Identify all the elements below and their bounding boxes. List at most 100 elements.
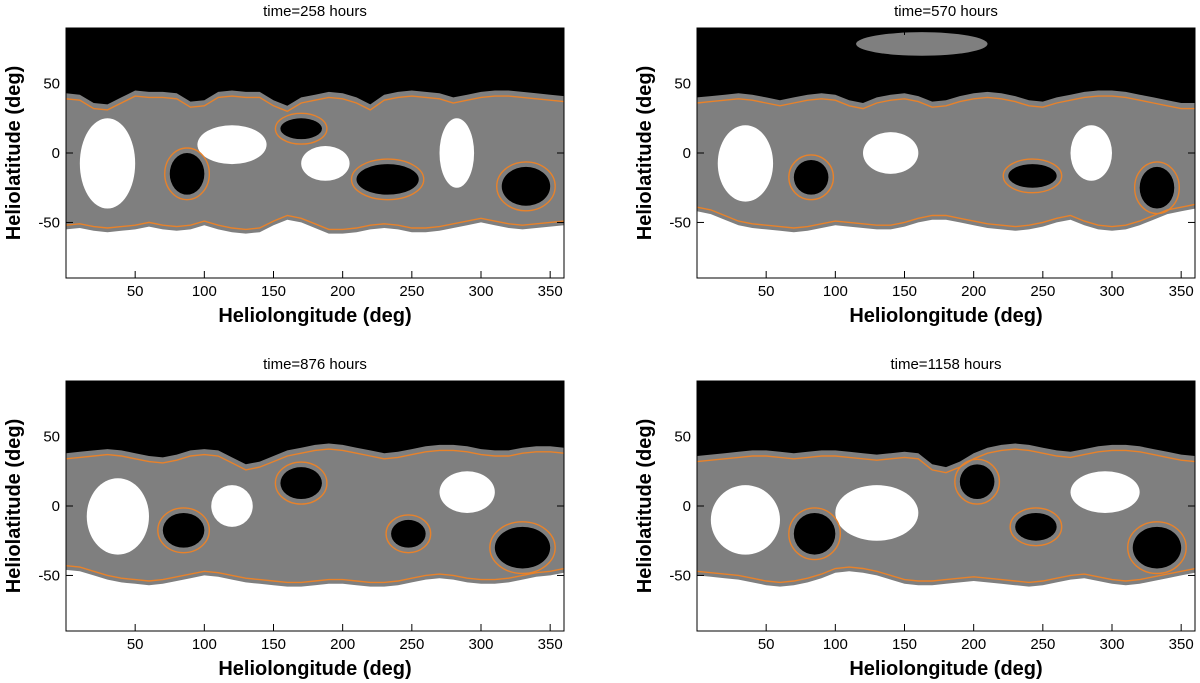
island-contour-line	[788, 154, 835, 201]
y-tick-label: 0	[52, 498, 60, 515]
north-contour-line	[697, 95, 1195, 110]
polar-gray-cap	[856, 32, 988, 56]
north-black-region	[66, 381, 564, 465]
x-tick-label: 150	[892, 283, 917, 300]
north-black-region	[697, 381, 1195, 468]
black-island	[169, 153, 205, 195]
axis-ticks: 50 100 150 200 250 300 350 50 0 -50	[669, 28, 1195, 300]
x-axis-label: Heliolongitude (deg)	[218, 305, 411, 327]
white-island	[1070, 471, 1140, 513]
x-tick-label: 350	[538, 636, 563, 653]
black-island	[1139, 166, 1175, 209]
axis-ticks: 50 100 150 200 250 300 350 50 0 -50	[38, 381, 564, 653]
x-tick-label: 200	[961, 283, 986, 300]
plot-area	[66, 28, 564, 278]
x-tick-label: 50	[127, 636, 144, 653]
north-contour-line	[697, 448, 1195, 474]
panel-time-1158: 50 100 150 200 250 300 350 50 0 -50 time=1158 hou…	[634, 356, 1196, 680]
y-tick-label: 0	[683, 145, 691, 162]
x-tick-label: 100	[192, 636, 217, 653]
north-black-region	[66, 28, 564, 106]
south-contour-line	[697, 566, 1195, 584]
x-tick-label: 250	[399, 283, 424, 300]
x-axis-label: Heliolongitude (deg)	[849, 305, 1042, 327]
plot-area	[66, 381, 564, 631]
island-contour-line	[274, 112, 328, 145]
island-contour-line	[385, 514, 432, 554]
y-tick-label: -50	[669, 214, 691, 231]
x-tick-label: 200	[330, 636, 355, 653]
x-tick-label: 250	[399, 636, 424, 653]
y-axis-label: Heliolatitude (deg)	[3, 419, 25, 593]
plot-area	[697, 381, 1195, 631]
panel-title: time=876 hours	[263, 356, 367, 373]
axis-ticks: 50 100 150 200 250 300 350 50 0 -50	[38, 28, 564, 300]
x-tick-label: 300	[1099, 636, 1124, 653]
y-tick-label: 50	[674, 76, 691, 93]
island-contour-line	[164, 147, 211, 201]
y-axis-label: Heliolatitude (deg)	[634, 419, 656, 593]
panel-title: time=258 hours	[263, 3, 367, 20]
island-contour-line	[1133, 161, 1180, 215]
x-tick-label: 350	[1169, 283, 1194, 300]
black-island	[1008, 164, 1057, 188]
x-tick-label: 150	[261, 283, 286, 300]
y-tick-label: 50	[43, 429, 60, 446]
y-tick-label: -50	[38, 214, 60, 231]
panel-time-258: 50 100 150 200 250 300 350 50 0 -50 time=258 hour…	[3, 3, 565, 327]
axis-ticks: 50 100 150 200 250 300 350 50 0 -50	[669, 381, 1195, 653]
x-tick-label: 300	[468, 636, 493, 653]
x-tick-label: 50	[758, 636, 775, 653]
x-tick-label: 50	[127, 283, 144, 300]
black-island	[494, 526, 551, 569]
x-axis-label: Heliolongitude (deg)	[849, 658, 1042, 680]
black-island	[356, 164, 419, 195]
y-axis-label: Heliolatitude (deg)	[3, 66, 25, 240]
island-contour-line	[954, 458, 1001, 505]
white-island	[439, 118, 475, 188]
island-contour-line	[496, 161, 556, 212]
south-contour-line	[66, 565, 564, 584]
island-contour-line	[788, 507, 842, 561]
south-contour-line	[66, 214, 564, 231]
black-island	[793, 159, 829, 195]
south-contour-line	[697, 203, 1195, 229]
black-island	[1132, 526, 1182, 569]
island-contour-line	[1002, 158, 1063, 194]
south-white-region	[66, 569, 564, 631]
white-island	[197, 125, 267, 165]
black-island	[1015, 512, 1057, 541]
x-tick-label: 200	[961, 636, 986, 653]
x-tick-label: 250	[1030, 283, 1055, 300]
x-tick-label: 350	[538, 283, 563, 300]
y-tick-label: 50	[674, 429, 691, 446]
x-tick-label: 300	[1099, 283, 1124, 300]
white-island	[301, 146, 350, 181]
plot-area	[697, 28, 1195, 278]
panel-title: time=570 hours	[894, 3, 998, 20]
x-tick-label: 100	[192, 283, 217, 300]
panel-title: time=1158 hours	[890, 356, 1001, 373]
x-axis-label: Heliolongitude (deg)	[218, 658, 411, 680]
white-island	[717, 125, 774, 202]
y-axis-label: Heliolatitude (deg)	[634, 66, 656, 240]
island-contour-line	[350, 158, 425, 201]
white-island	[86, 478, 149, 555]
black-island	[162, 512, 205, 548]
south-white-region	[697, 208, 1195, 278]
x-tick-label: 350	[1169, 636, 1194, 653]
south-white-region	[66, 219, 564, 278]
x-tick-label: 300	[468, 283, 493, 300]
x-tick-label: 200	[330, 283, 355, 300]
island-contour-line	[1009, 507, 1063, 547]
white-island	[1070, 125, 1112, 181]
white-island	[211, 485, 253, 527]
y-tick-label: 0	[683, 498, 691, 515]
island-contour-line	[274, 461, 328, 505]
y-tick-label: -50	[38, 567, 60, 584]
north-contour-line	[66, 95, 564, 113]
black-island	[280, 118, 322, 140]
black-island	[280, 467, 322, 500]
white-island	[439, 471, 495, 513]
